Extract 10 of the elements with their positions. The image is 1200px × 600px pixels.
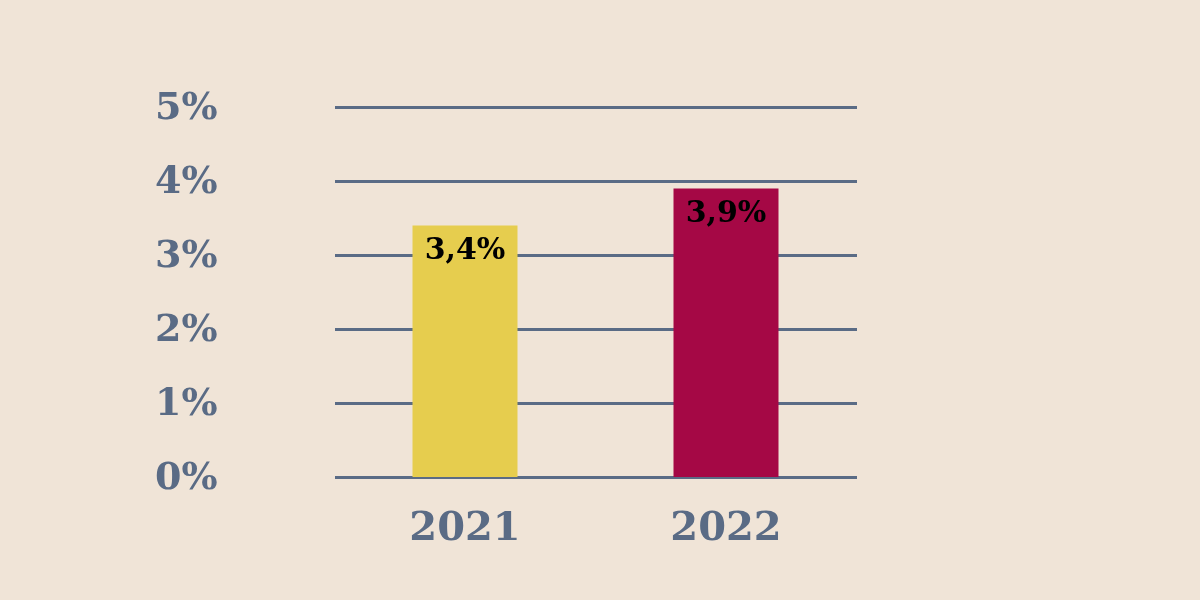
- y-tick-label: 3%: [154, 230, 218, 276]
- data-label: 3,4%: [424, 231, 506, 267]
- x-tick-label: 2021: [409, 501, 521, 549]
- y-tick-label: 0%: [154, 452, 218, 498]
- y-tick-label: 2%: [154, 304, 218, 350]
- y-tick-label: 1%: [154, 378, 218, 424]
- y-tick-label: 5%: [154, 82, 218, 128]
- data-label: 3,9%: [685, 194, 767, 230]
- x-tick-label: 2022: [670, 501, 782, 549]
- y-tick-label: 4%: [154, 156, 218, 202]
